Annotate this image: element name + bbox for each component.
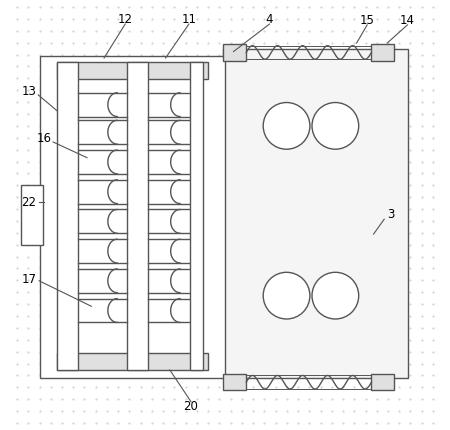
Bar bbox=[57, 353, 208, 370]
Text: 12: 12 bbox=[118, 13, 133, 26]
Bar bbox=[57, 62, 78, 370]
Text: 13: 13 bbox=[22, 86, 36, 98]
Text: 16: 16 bbox=[36, 132, 51, 145]
Bar bbox=[371, 374, 393, 390]
Bar bbox=[57, 62, 208, 79]
Text: 22: 22 bbox=[22, 196, 36, 209]
Text: 14: 14 bbox=[400, 14, 415, 27]
Text: 20: 20 bbox=[184, 400, 198, 413]
Bar bbox=[21, 185, 43, 245]
Text: 3: 3 bbox=[387, 209, 394, 221]
Text: 15: 15 bbox=[360, 14, 375, 27]
Text: 4: 4 bbox=[266, 13, 273, 26]
Circle shape bbox=[263, 102, 310, 149]
Bar bbox=[223, 374, 246, 390]
Bar bbox=[223, 49, 408, 378]
Bar bbox=[127, 62, 148, 370]
Circle shape bbox=[312, 102, 359, 149]
Bar bbox=[223, 44, 246, 61]
Bar bbox=[190, 62, 203, 370]
Bar bbox=[371, 44, 393, 61]
Bar bbox=[40, 56, 225, 378]
Text: 11: 11 bbox=[181, 13, 196, 26]
Text: 17: 17 bbox=[22, 273, 36, 286]
Circle shape bbox=[312, 272, 359, 319]
Circle shape bbox=[263, 272, 310, 319]
